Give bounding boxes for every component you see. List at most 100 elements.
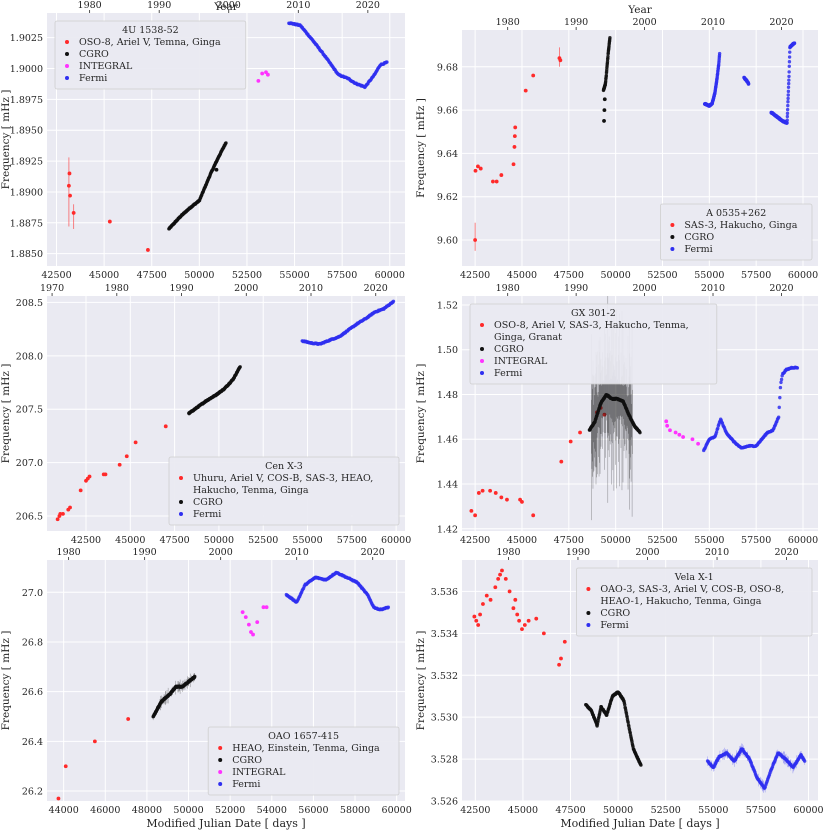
legend-marker — [480, 347, 484, 351]
panel-0: 1.8850 1.8875 1.8900 1.8925 1.8950 1.8975 1.90… — [0, 0, 405, 281]
legend-label: Fermi — [684, 244, 712, 255]
y-tick-label: 9.62 — [437, 192, 458, 203]
data-point — [511, 162, 516, 167]
y-tick-label: 1.8975 — [10, 95, 43, 106]
series-2 — [240, 605, 269, 637]
data-point — [124, 454, 129, 459]
y-tick-label: 1.52 — [437, 300, 458, 311]
y-tick-label: 3.526 — [431, 797, 458, 808]
data-point — [243, 615, 248, 620]
data-point — [602, 108, 607, 113]
series-1 — [151, 673, 197, 721]
y-tick-label: 3.536 — [431, 587, 458, 598]
data-point — [480, 488, 485, 493]
legend-title: 4U 1538-52 — [122, 25, 179, 36]
year-tick-label: 2010 — [299, 283, 323, 294]
data-point — [251, 632, 255, 637]
y-tick-label: 3.534 — [431, 629, 458, 640]
data-point — [512, 145, 517, 149]
data-point — [488, 597, 493, 602]
x-tick-label: 50000 — [173, 805, 203, 816]
data-point — [67, 171, 72, 176]
data-point — [787, 70, 791, 74]
legend-box — [168, 456, 400, 526]
x-tick-label: 55000 — [292, 535, 322, 546]
y-tick-label: 27.0 — [22, 588, 43, 599]
series-1 — [187, 365, 242, 416]
x-tick-label: 45000 — [115, 535, 145, 546]
data-point — [787, 55, 792, 59]
legend-marker — [218, 770, 223, 774]
x-tick-label: 57500 — [741, 535, 771, 546]
y-tick-label: 1.42 — [437, 524, 458, 535]
x-tick-label: 45000 — [507, 535, 537, 546]
legend-label: CGRO — [600, 608, 630, 619]
plot-marks — [472, 568, 807, 793]
x-tick-label: 52500 — [232, 270, 262, 281]
data-point — [478, 166, 483, 171]
panel-3: 1.42 1.44 1.46 1.48 1.50 1.52 42500 45000 47500 5… — [415, 283, 818, 546]
data-point — [534, 616, 539, 621]
data-point — [265, 72, 270, 77]
data-point — [526, 618, 531, 623]
series-2 — [256, 70, 270, 83]
data-point — [665, 423, 670, 428]
series-0 — [56, 717, 131, 801]
year-tick-label: 1980 — [496, 17, 520, 28]
y-tick-label: 1.8950 — [10, 126, 43, 137]
series-0 — [473, 47, 563, 251]
data-point — [498, 572, 502, 577]
data-point — [681, 435, 685, 439]
data-point — [71, 211, 76, 215]
x-tick-label: 60000 — [382, 805, 412, 816]
x-tick-label: 60000 — [375, 270, 405, 281]
data-point — [63, 764, 68, 769]
data-point — [523, 88, 528, 93]
data-point — [602, 412, 607, 417]
data-point — [493, 585, 498, 590]
legend-label: CGRO — [193, 497, 223, 508]
data-point — [472, 614, 477, 619]
x-tick-label: 52500 — [651, 805, 681, 816]
data-point — [61, 512, 65, 516]
y-tick-label: 1.8900 — [10, 187, 43, 198]
legend-marker — [65, 40, 69, 44]
legend-title: Cen X-3 — [265, 461, 303, 472]
data-point — [602, 119, 606, 123]
data-point — [488, 488, 493, 493]
panel-2: 206.5 207.0 207.5 208.0 208.5 42500 45000 47500… — [0, 283, 411, 546]
x-tick-label: 57500 — [337, 535, 367, 546]
x-tick-label: 45000 — [507, 270, 537, 281]
y-tick-label: 9.66 — [437, 106, 458, 117]
legend-marker — [480, 371, 484, 375]
data-point — [493, 491, 498, 495]
plot-marks — [56, 570, 391, 801]
y-axis-label: Frequency [ mHz ] — [415, 364, 427, 464]
x-tick-label: 45000 — [508, 805, 538, 816]
legend-box — [207, 726, 400, 796]
year-tick-label: 2000 — [234, 283, 258, 294]
data-point — [578, 430, 582, 435]
x-tick-label: 42500 — [41, 270, 71, 281]
series-3 — [287, 21, 389, 90]
year-tick-label: 2020 — [364, 283, 388, 294]
series-0 — [55, 424, 168, 522]
data-point — [505, 497, 509, 502]
legend-label: Fermi — [232, 779, 260, 790]
data-point — [224, 141, 228, 145]
data-point — [746, 82, 751, 86]
legend-label: Fermi — [79, 73, 107, 84]
legend-marker — [480, 323, 484, 327]
data-point — [494, 179, 499, 184]
data-point — [787, 64, 791, 68]
data-point — [717, 51, 722, 56]
y-tick-label: 207.5 — [16, 405, 43, 416]
plot-marks — [66, 21, 389, 252]
year-tick-label: 2000 — [632, 17, 656, 28]
x-tick-label: 47500 — [554, 270, 584, 281]
year-tick-label: 1970 — [40, 283, 64, 294]
legend-label: INTEGRAL — [494, 356, 548, 367]
data-point — [690, 437, 695, 442]
